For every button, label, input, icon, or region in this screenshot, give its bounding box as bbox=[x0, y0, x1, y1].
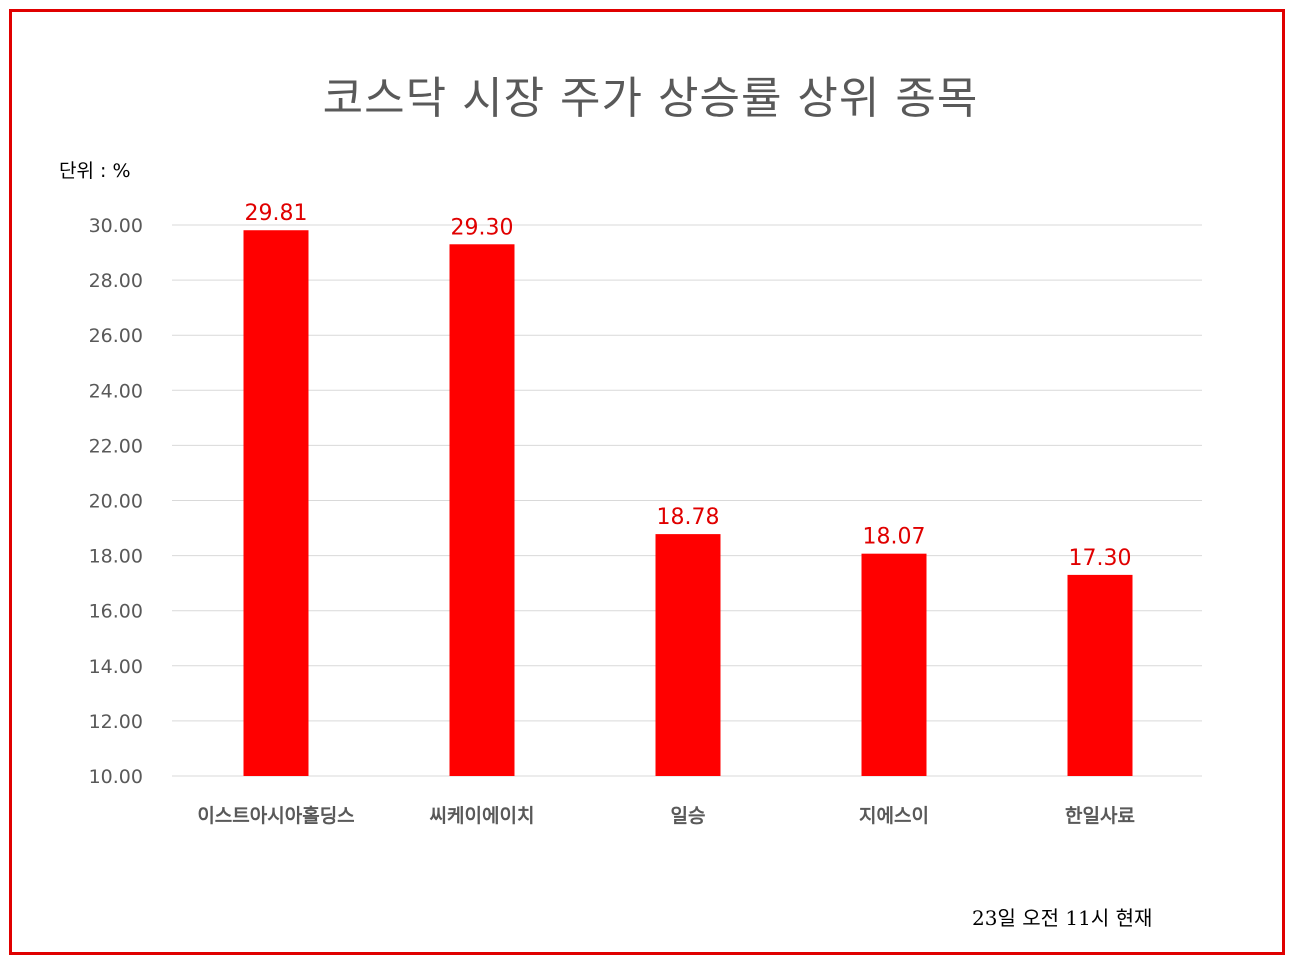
x-axis-categories: 이스트아시아홀딩스 씨케이에이치 일승 지에스이 한일사료 bbox=[197, 804, 1135, 827]
bar bbox=[449, 244, 515, 776]
category-label: 씨케이에이치 bbox=[430, 805, 535, 827]
data-label: 18.78 bbox=[657, 505, 720, 530]
unit-label: 단위 : % bbox=[59, 160, 131, 182]
category-label: 일승 bbox=[671, 805, 706, 827]
y-tick-label: 12.00 bbox=[89, 711, 143, 733]
data-label: 29.30 bbox=[451, 215, 514, 240]
y-tick-label: 16.00 bbox=[89, 601, 143, 623]
category-label: 한일사료 bbox=[1065, 805, 1135, 827]
y-tick-label: 20.00 bbox=[89, 491, 143, 513]
bar bbox=[1067, 574, 1133, 776]
data-label: 18.07 bbox=[863, 525, 926, 550]
category-label: 지에스이 bbox=[859, 805, 929, 827]
gridlines bbox=[172, 224, 1202, 777]
data-labels: 29.81 29.30 18.78 18.07 17.30 bbox=[245, 201, 1132, 571]
bar bbox=[243, 230, 309, 776]
y-tick-label: 22.00 bbox=[89, 435, 143, 457]
bar bbox=[861, 553, 927, 776]
data-label: 29.81 bbox=[245, 201, 308, 226]
bars bbox=[243, 230, 1133, 776]
y-axis-ticks: 10.00 12.00 14.00 16.00 18.00 20.00 22.00 24.00… bbox=[89, 215, 143, 788]
chart-title: 코스닥 시장 주가 상승률 상위 종목 bbox=[322, 73, 979, 124]
timestamp-note: 23일 오전 11시 현재 bbox=[972, 906, 1153, 930]
y-tick-label: 30.00 bbox=[89, 215, 143, 237]
y-tick-label: 10.00 bbox=[89, 766, 143, 788]
y-tick-label: 26.00 bbox=[89, 325, 143, 347]
y-tick-label: 24.00 bbox=[89, 380, 143, 402]
category-label: 이스트아시아홀딩스 bbox=[197, 804, 354, 827]
y-tick-label: 28.00 bbox=[89, 270, 143, 292]
bar bbox=[655, 534, 721, 776]
y-tick-label: 14.00 bbox=[89, 656, 143, 678]
chart-frame bbox=[9, 9, 1285, 955]
y-tick-label: 18.00 bbox=[89, 546, 143, 568]
data-label: 17.30 bbox=[1069, 546, 1132, 571]
